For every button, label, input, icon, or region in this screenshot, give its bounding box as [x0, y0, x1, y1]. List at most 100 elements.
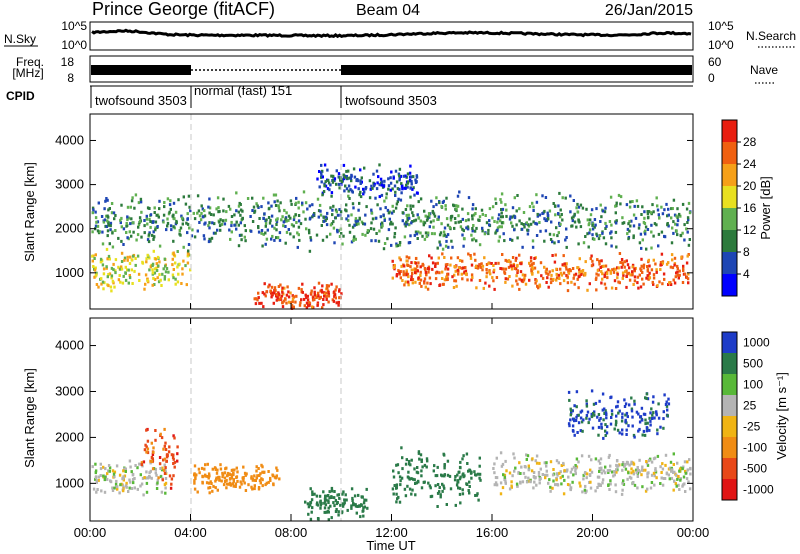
- heatmap-feature-cell-2: [502, 267, 505, 271]
- heatmap-feature-cell-2: [218, 475, 221, 479]
- heatmap-feature-cell-3: [107, 223, 110, 227]
- heatmap-feature-cell-3: [619, 202, 622, 206]
- heatmap-feature-cell-6: [567, 422, 571, 426]
- heatmap-feature-cell-4: [404, 174, 407, 178]
- heatmap-feature-cell-3: [169, 199, 172, 203]
- heatmap-feature-cell-2: [272, 483, 275, 487]
- heatmap-feature-cell-3: [416, 237, 419, 240]
- heatmap-feature-cell-6: [580, 420, 584, 424]
- heatmap-feature-cell-2: [437, 256, 440, 260]
- heatmap-feature-cell-5: [589, 486, 593, 490]
- heatmap-feature-cell-2: [488, 270, 491, 274]
- heatmap-feature-cell-1: [304, 293, 307, 297]
- heatmap-feature-cell-2: [434, 277, 438, 281]
- heatmap-feature-cell-3: [408, 216, 411, 220]
- heatmap-feature-cell-6: [621, 432, 624, 436]
- heatmap-feature-cell-2: [591, 259, 594, 263]
- heatmap-feature-cell-4: [398, 174, 401, 178]
- freq-frame: [89, 55, 694, 83]
- heatmap-feature-cell-5: [683, 460, 687, 464]
- heatmap-feature-cell-2: [410, 268, 413, 272]
- heatmap-feature-cell-4: [407, 180, 410, 184]
- heatmap-feature-cell-3: [573, 220, 577, 224]
- heatmap-feature-cell-4: [406, 185, 409, 189]
- heatmap-feature-cell-6: [627, 424, 630, 428]
- heatmap-feature-cell-3: [602, 236, 606, 240]
- heatmap-feature-cell-5: [679, 478, 682, 482]
- heatmap-feature-cell-3: [207, 224, 210, 228]
- velocity-colorbar-swatches: [722, 332, 737, 500]
- nave-label: Nave: [750, 63, 778, 77]
- heatmap-feature-cell-2: [478, 263, 482, 267]
- heatmap-feature-cell-3: [569, 194, 572, 198]
- heatmap-feature-cell-3: [307, 228, 311, 232]
- heatmap-feature-cell-2: [578, 267, 581, 271]
- heatmap-feature-cell-5: [626, 477, 629, 481]
- heatmap-feature-cell-5: [600, 466, 603, 470]
- freq-strip: Freq. [MHz] 18 8 60 0 Nave: [12, 55, 778, 85]
- heatmap-feature-cell-4: [395, 492, 398, 496]
- heatmap-feature-cell-1: [298, 303, 302, 307]
- heatmap-feature-cell-2: [623, 260, 627, 264]
- heatmap-feature-cell-3: [614, 204, 617, 208]
- heatmap-feature-cell-3: [430, 232, 434, 236]
- heatmap-feature-cell-4: [363, 166, 366, 170]
- heatmap-feature-cell-3: [289, 199, 293, 203]
- heatmap-feature-cell-3: [251, 209, 254, 212]
- heatmap-feature-cell-0: [95, 479, 99, 483]
- heatmap-feature-cell-3: [338, 208, 341, 211]
- y-tick-label: 3000: [55, 177, 84, 192]
- heatmap-feature-cell-3: [471, 217, 474, 221]
- heatmap-feature-cell-3: [208, 221, 211, 225]
- heatmap-feature-cell-3: [240, 233, 243, 237]
- heatmap-feature-cell-1: [161, 478, 164, 482]
- heatmap-feature-cell-4: [420, 474, 423, 478]
- heatmap-feature-cell-6: [596, 415, 599, 419]
- heatmap-feature-cell-0: [102, 287, 105, 291]
- heatmap-feature-cell-2: [641, 277, 644, 281]
- heatmap-feature-cell-3: [453, 217, 457, 220]
- heatmap-feature-cell-5: [664, 463, 667, 467]
- heatmap-feature-cell-4: [396, 187, 400, 191]
- heatmap-feature-cell-3: [559, 215, 562, 219]
- power-colorbar-tick-label: 8: [743, 245, 750, 259]
- heatmap-feature-cell-3: [500, 225, 503, 229]
- heatmap-feature-cell-3: [140, 210, 143, 214]
- heatmap-feature-cell-3: [474, 207, 477, 211]
- heatmap-feature-cell-3: [224, 218, 228, 222]
- heatmap-feature-cell-0: [174, 277, 177, 281]
- heatmap-feature-cell-1: [335, 301, 338, 305]
- heatmap-feature-cell-0: [94, 469, 98, 473]
- heatmap-feature-cell-3: [449, 218, 453, 222]
- heatmap-feature-cell-3: [203, 209, 206, 213]
- heatmap-feature-cell-5: [654, 467, 657, 471]
- heatmap-feature-cell-2: [662, 272, 666, 276]
- heatmap-feature-cell-2: [253, 487, 256, 491]
- heatmap-feature-cell-2: [579, 269, 583, 273]
- heatmap-feature-cell-5: [675, 484, 678, 488]
- heatmap-feature-cell-5: [513, 456, 516, 460]
- heatmap-feature-cell-2: [507, 265, 511, 269]
- heatmap-feature-cell-6: [656, 432, 659, 436]
- heatmap-feature-cell-3: [458, 190, 461, 194]
- heatmap-feature-cell-3: [94, 216, 98, 220]
- heatmap-feature-cell-3: [494, 231, 497, 235]
- heatmap-feature-cell-3: [275, 220, 279, 224]
- heatmap-feature-cell-2: [509, 264, 512, 268]
- power-colorbar-tick-label: 28: [743, 135, 757, 149]
- heatmap-feature-cell-3: [551, 240, 554, 244]
- heatmap-feature-cell-2: [633, 279, 637, 283]
- heatmap-feature-cell-3: [331, 213, 334, 217]
- heatmap-feature-cell-3: [484, 214, 487, 217]
- heatmap-feature-cell-3: [238, 201, 241, 205]
- heatmap-feature-cell-3: [311, 203, 314, 207]
- heatmap-feature-cell-3: [387, 211, 391, 215]
- heatmap-feature-cell-3: [284, 217, 287, 221]
- heatmap-feature-cell-1: [164, 448, 168, 451]
- heatmap-feature-cell-6: [664, 403, 668, 406]
- heatmap-feature-cell-3: [197, 209, 201, 213]
- heatmap-feature-cell-5: [688, 487, 692, 491]
- heatmap-feature-cell-3: [678, 212, 681, 216]
- heatmap-feature-cell-2: [419, 265, 422, 269]
